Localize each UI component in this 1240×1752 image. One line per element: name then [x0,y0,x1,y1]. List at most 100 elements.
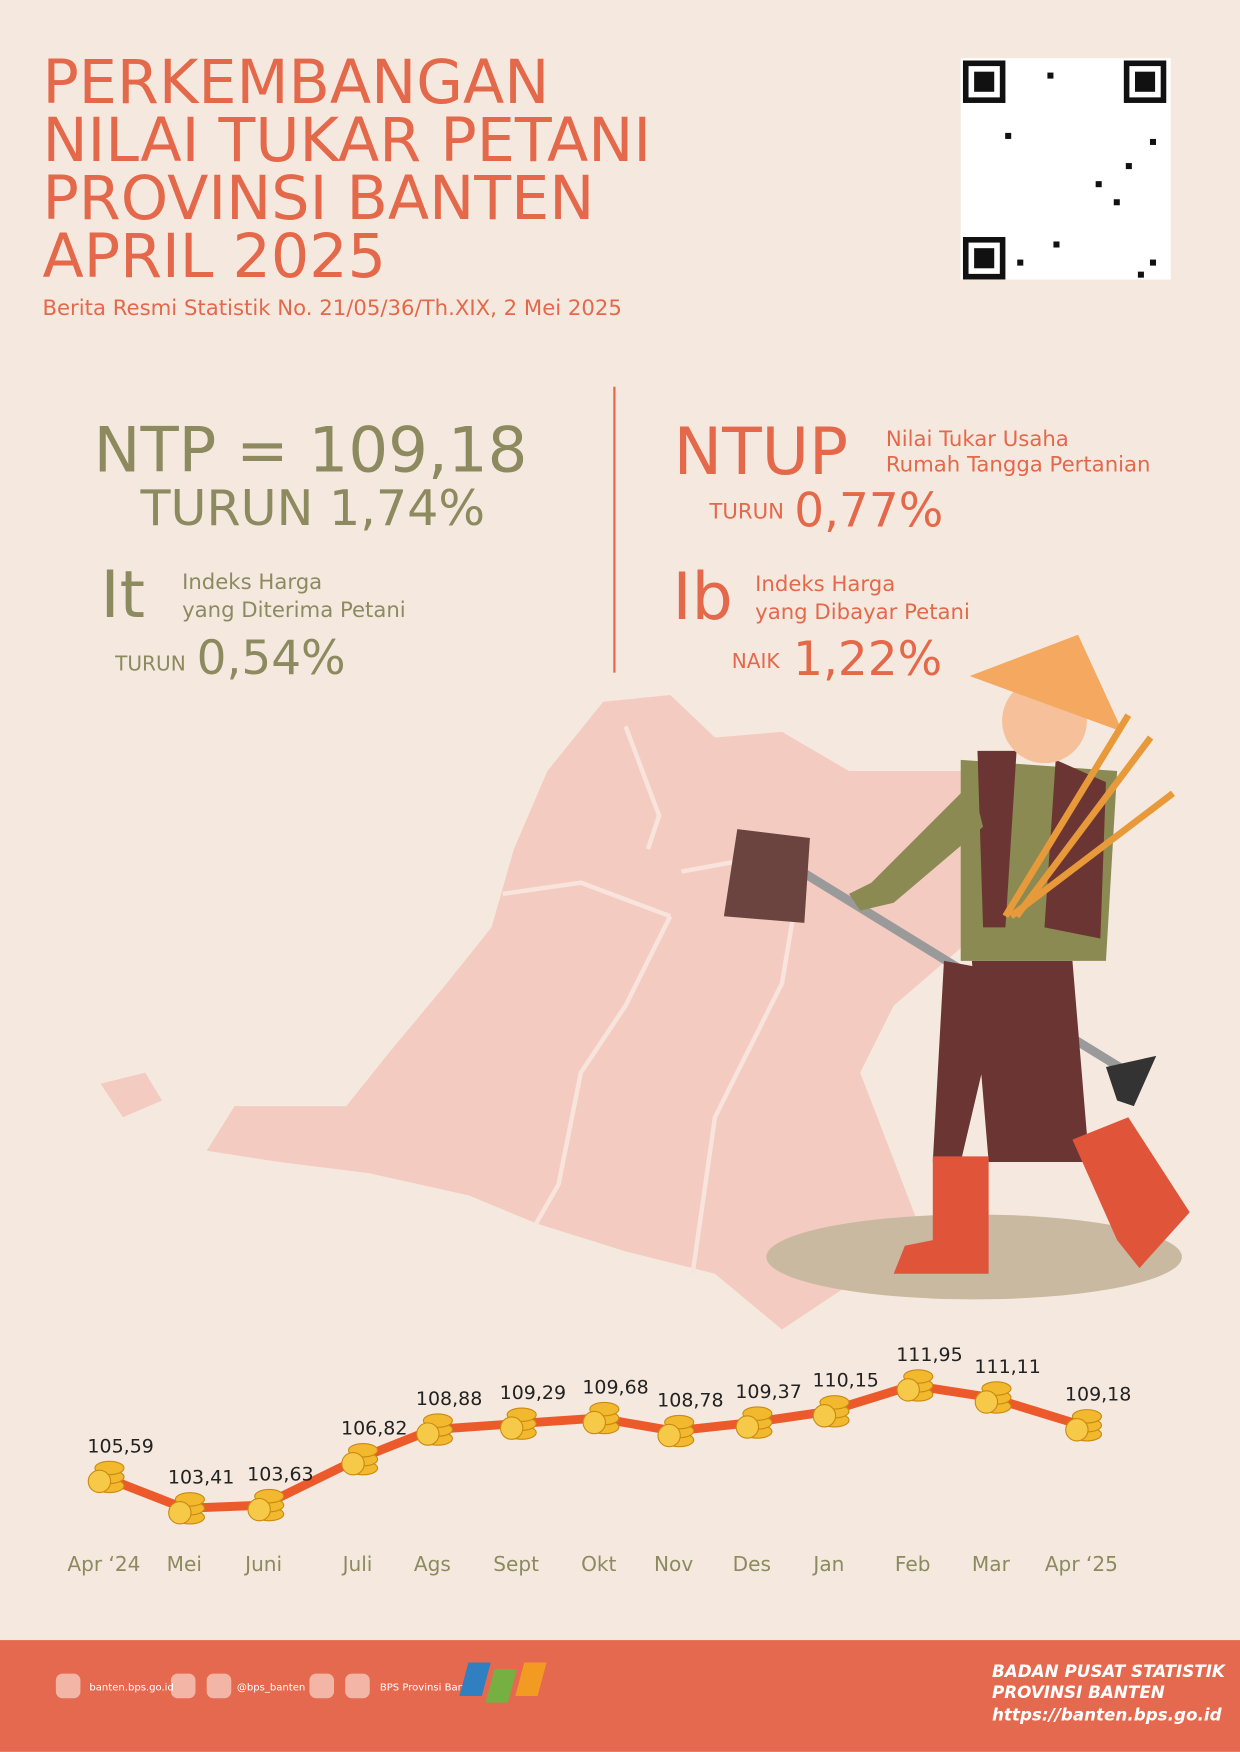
coin-marker [87,1460,125,1494]
boot [1072,1117,1190,1269]
ntup-desc: Nilai Tukar Usaha [886,427,1069,452]
ib-change: 1,22% [793,632,942,687]
coin-marker [168,1492,205,1525]
ntp-change: TURUN 1,74% [139,479,485,537]
footer [0,1640,1240,1752]
value-label: 105,59 [87,1435,153,1457]
hoe-blade [723,829,810,923]
ib-desc: Indeks Harga [755,572,895,597]
ntup-change: 0,77% [794,483,943,538]
hat [969,634,1123,732]
qr-cell [1095,181,1102,188]
x-tick-label: Jan [811,1552,844,1576]
qr-cell [1047,72,1054,79]
x-tick-label: Juni [243,1552,282,1576]
ib-desc: yang Dibayar Petani [755,600,970,625]
hoe-end [1105,1055,1157,1107]
x-tick-label: Juli [341,1552,373,1576]
x-tick-label: Mei [167,1552,202,1576]
wheat [1002,713,1175,919]
it-change: 0,54% [197,631,346,686]
coin-marker [974,1381,1012,1414]
x-tick-label: Sept [493,1552,539,1576]
qr-cell [1053,241,1060,248]
coin [896,1378,920,1402]
title: PERKEMBANGAN NILAI TUKAR PETANI PROVINSI… [42,48,651,292]
footer-social: @bps_banten [237,1682,305,1693]
coin [87,1469,112,1494]
value-label: 109,29 [500,1382,566,1404]
title-line: NILAI TUKAR PETANI [42,106,651,176]
coin-marker [247,1488,285,1522]
qr-cell [1149,138,1156,145]
qr-cell [1005,132,1012,139]
coin [812,1404,837,1428]
x-tick-label: Apr ‘24 [67,1552,140,1576]
org-name: PROVINSI BANTEN [992,1682,1165,1702]
ntup-symbol: NTUP [674,415,849,490]
title-line: PERKEMBANGAN [42,48,549,118]
title-line: APRIL 2025 [42,222,386,292]
qr-cell [1113,199,1120,206]
coin [582,1410,607,1435]
x-tick-label: Nov [654,1552,693,1576]
boot [893,1156,989,1274]
value-label: 109,37 [735,1381,801,1403]
it-symbol: It [101,558,146,633]
coin-marker [657,1414,695,1448]
title-line: PROVINSI BANTEN [42,164,594,234]
social-icons [55,1673,370,1699]
qr-cell [1017,259,1024,266]
arm [849,782,984,911]
legs [932,960,1090,1162]
coin-marker [735,1406,773,1439]
value-label: 109,18 [1065,1384,1131,1406]
subtitle: Berita Resmi Statistik No. 21/05/36/Th.X… [42,296,621,321]
value-label: 103,63 [247,1464,313,1486]
bps-logo [459,1662,547,1703]
qr-code [960,58,1171,280]
ntup-desc: Rumah Tangga Pertanian [886,453,1151,478]
coin [735,1415,760,1439]
it-direction: TURUN [114,651,186,675]
footer-youtube: BPS Provinsi Banten [380,1682,481,1693]
ib-symbol: Ib [673,560,733,635]
coin [168,1501,192,1525]
x-tick-label: Feb [895,1552,931,1576]
value-label: 110,15 [812,1370,878,1392]
ntp-value: NTP = 109,18 [94,414,528,487]
coin [416,1422,440,1446]
ib-direction: NAIK [732,649,781,673]
map-island [100,1072,162,1118]
coin [341,1451,365,1476]
it-desc: Indeks Harga [182,570,322,595]
coin-marker [499,1407,537,1440]
qr-cell [1125,163,1132,170]
coin-marker [1065,1409,1103,1442]
coin [1065,1418,1089,1442]
value-label: 111,95 [896,1344,962,1366]
org-name: BADAN PUSAT STATISTIK [992,1661,1227,1681]
coin-marker [582,1401,620,1435]
x-tick-label: Apr ‘25 [1045,1552,1118,1576]
it-desc: yang Diterima Petani [182,598,406,623]
line-chart: 105,59 Apr ‘24 103,41 Mei 103,63 Juni 106,82 Ju… [67,1344,1131,1576]
footer-website: banten.bps.go.id [89,1682,173,1693]
ntup-direction: TURUN [708,500,784,525]
value-label: 111,11 [974,1356,1040,1378]
coin-marker [812,1395,850,1428]
value-label: 108,88 [416,1388,482,1410]
coin-marker [341,1443,379,1476]
qr-finder [974,248,995,269]
org-url: https://banten.bps.go.id [992,1705,1223,1725]
vest [977,750,1106,939]
coin [657,1423,681,1448]
x-tick-label: Ags [414,1552,451,1576]
coin [247,1497,271,1522]
value-label: 103,41 [168,1467,234,1489]
x-tick-label: Des [733,1552,771,1576]
qr-finder [1134,71,1156,92]
value-label: 108,78 [657,1389,723,1411]
qr-cell [1149,259,1156,266]
